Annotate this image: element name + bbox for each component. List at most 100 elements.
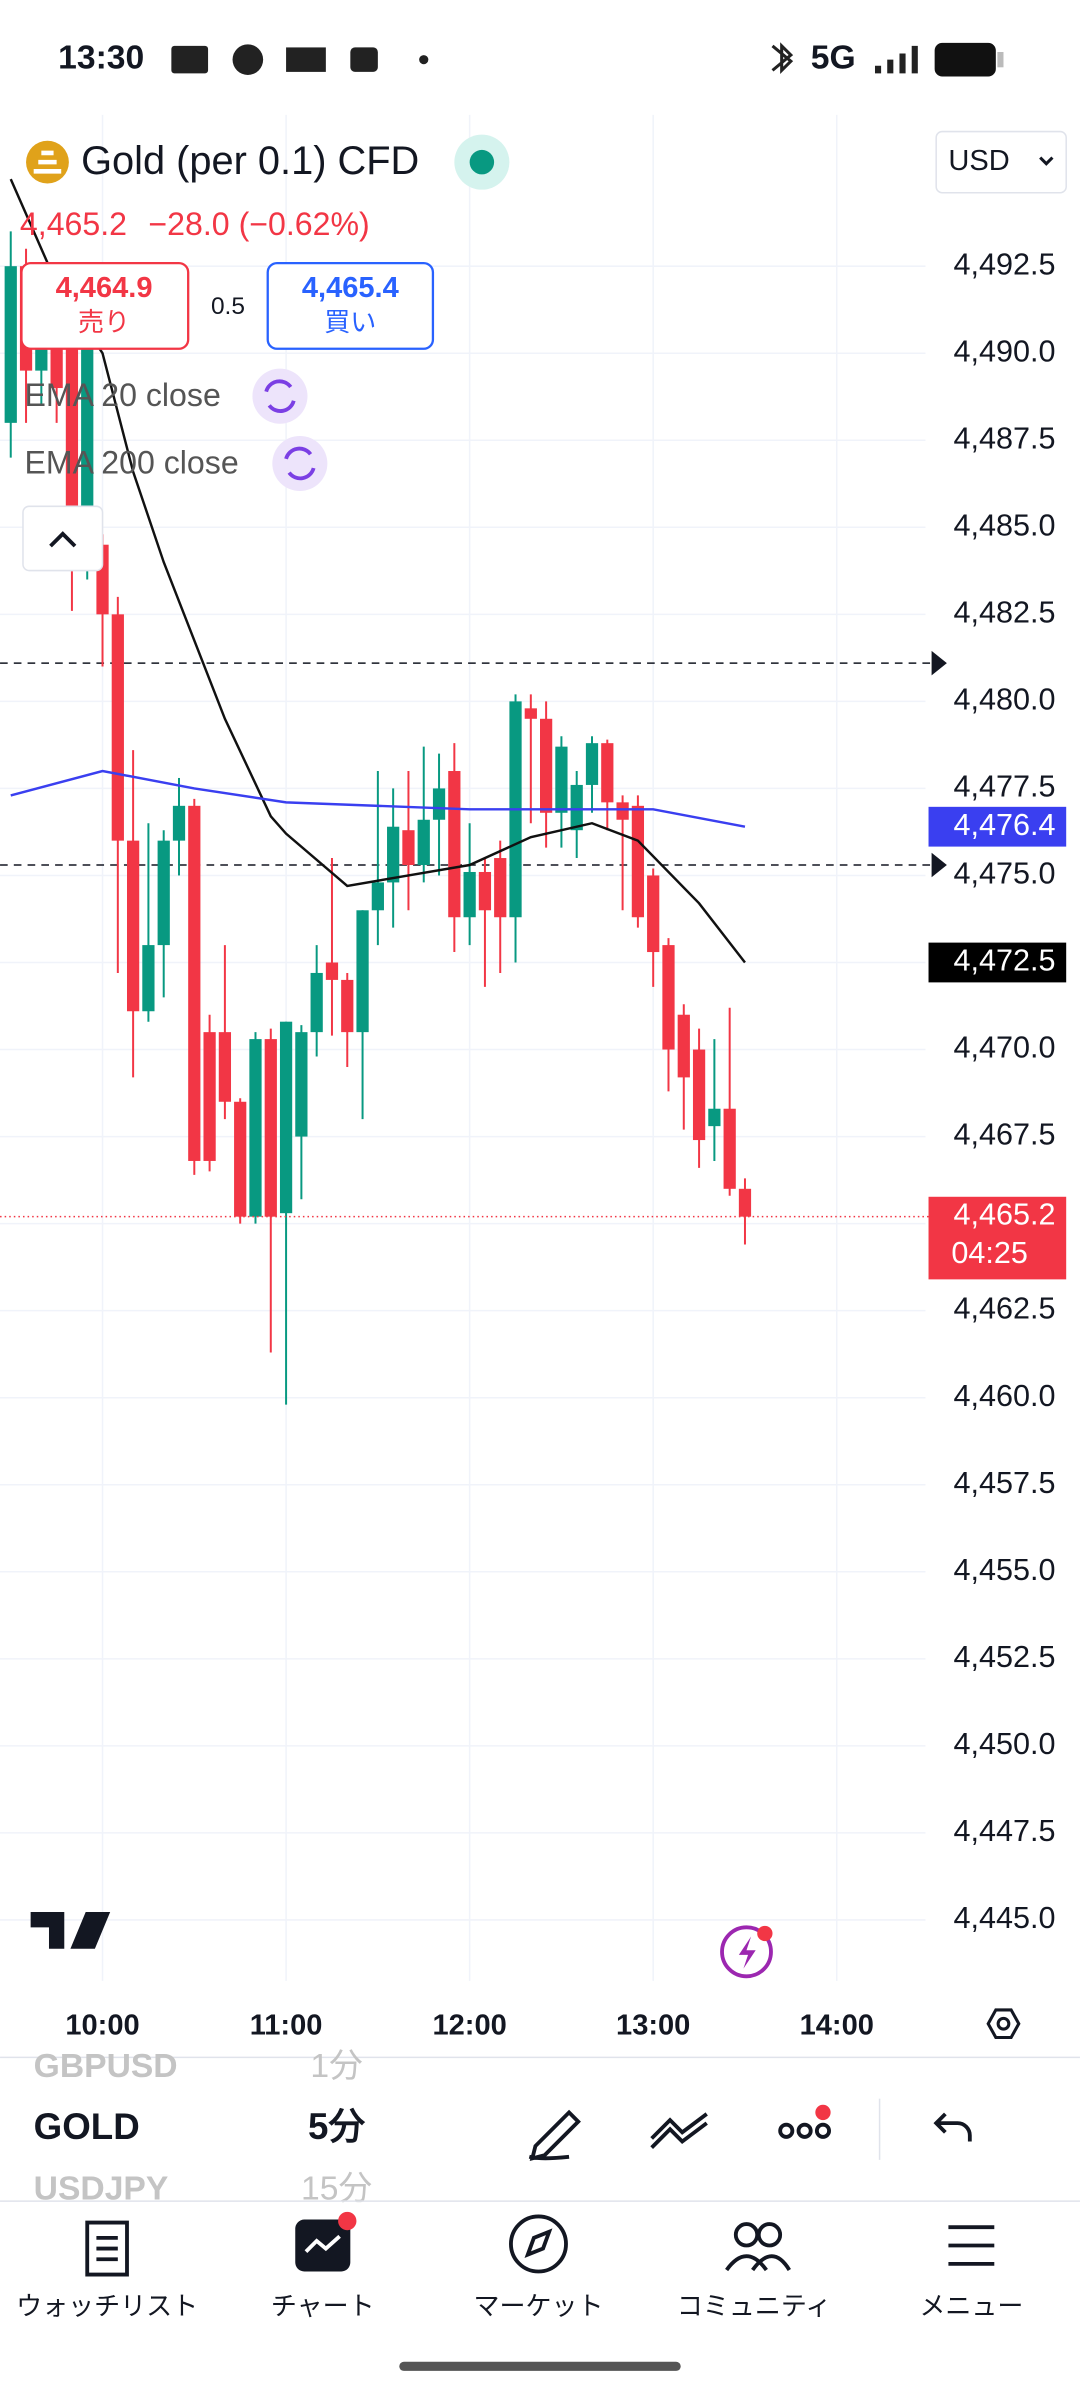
candle-body xyxy=(310,972,323,1033)
y-tick-label: 4,462.5 xyxy=(953,1292,1055,1326)
y-tick-label: 4,477.5 xyxy=(953,769,1055,803)
sell-button[interactable] xyxy=(20,261,190,350)
nav-label[interactable]: コミュニティ xyxy=(677,2291,831,2321)
buy-button[interactable] xyxy=(266,261,435,350)
interval-selected[interactable]: 5分 xyxy=(308,2106,365,2147)
price-change: −28.0 (−0.62%) xyxy=(148,206,369,242)
indicator-refresh[interactable] xyxy=(252,368,308,424)
candle-body xyxy=(432,788,446,820)
y-tick-label: 4,470.0 xyxy=(953,1031,1055,1065)
nav-label[interactable]: メニュー xyxy=(919,2291,1023,2321)
indicator-label[interactable]: EMA 200 close xyxy=(25,444,239,480)
gold-icon-bars xyxy=(33,150,62,174)
app-icon xyxy=(350,47,378,72)
draw-tool[interactable] xyxy=(528,2109,581,2161)
candle-body xyxy=(540,718,553,813)
candle-body xyxy=(478,871,492,911)
x-tick-label: 11:00 xyxy=(250,2009,323,2041)
candle-body xyxy=(616,802,629,820)
y-tick-label: 4,457.5 xyxy=(953,1466,1055,1500)
candle-body xyxy=(249,1039,262,1217)
trend-tool[interactable] xyxy=(650,2112,708,2149)
candle-body xyxy=(218,1032,232,1102)
sell-price[interactable]: 4,464.9 xyxy=(56,272,153,304)
network: 5G xyxy=(811,40,856,77)
candle-body xyxy=(203,1032,216,1161)
candle-body xyxy=(188,805,201,1161)
y-tick-label: 4,490.0 xyxy=(953,334,1055,368)
candle-body xyxy=(279,1021,293,1214)
candle-body xyxy=(677,1014,690,1078)
settings-button[interactable] xyxy=(986,2008,1021,2040)
notification-dot xyxy=(419,55,429,65)
chart-icon-line xyxy=(304,2234,341,2253)
indicator-label[interactable]: EMA 20 close xyxy=(25,377,221,413)
nav-label[interactable]: チャート xyxy=(271,2291,375,2321)
y-tick-label: 4,487.5 xyxy=(953,421,1055,455)
candle-body xyxy=(662,945,675,1050)
sell-label[interactable]: 売り xyxy=(78,307,130,337)
bluetooth-icon xyxy=(771,42,794,75)
y-tick-label: 4,455.0 xyxy=(953,1553,1055,1587)
collapse-button[interactable] xyxy=(22,505,104,572)
symbol-name[interactable]: Gold (per 0.1) CFD xyxy=(81,139,419,183)
candle-body xyxy=(172,805,186,841)
candle-body xyxy=(417,819,430,866)
currency-button[interactable] xyxy=(935,130,1067,194)
market-icon[interactable] xyxy=(509,2214,568,2274)
candle-body xyxy=(463,871,476,918)
lightning-icon xyxy=(738,1936,756,1969)
dropdown-icon xyxy=(1039,156,1054,166)
nav-label[interactable]: マーケット xyxy=(473,2291,603,2321)
price-tag-label: 4,472.5 xyxy=(953,944,1055,978)
app-icon xyxy=(232,44,264,75)
y-tick-label: 4,467.5 xyxy=(953,1118,1055,1152)
candle-body xyxy=(126,840,140,1012)
price-tag xyxy=(928,806,1067,847)
clock: 13:30 xyxy=(58,40,144,77)
candle-body xyxy=(65,318,79,563)
candle-body xyxy=(50,342,63,389)
y-tick-label: 4,492.5 xyxy=(953,247,1055,281)
signal-icon xyxy=(874,45,918,74)
buy-price[interactable]: 4,465.4 xyxy=(302,272,399,304)
candle-body xyxy=(631,805,645,918)
app-icon xyxy=(171,45,209,74)
community-icon[interactable] xyxy=(725,2222,791,2272)
x-tick-label: 10:00 xyxy=(65,2009,139,2041)
candle-body xyxy=(494,858,507,918)
y-tick-label: 4,445.0 xyxy=(953,1901,1055,1935)
settings-icon xyxy=(996,2016,1011,2031)
menu-icon[interactable] xyxy=(948,2225,995,2266)
compass-needle xyxy=(524,2228,553,2259)
badge xyxy=(815,2104,831,2121)
candle-body xyxy=(356,910,369,1033)
symbol-option[interactable]: GBPUSD xyxy=(34,2048,178,2085)
ema-line xyxy=(10,769,746,828)
nav-label[interactable]: ウォッチリスト xyxy=(16,2291,198,2321)
market-status-dot xyxy=(469,149,495,175)
interval-option[interactable]: 1分 xyxy=(310,2048,362,2085)
home-indicator xyxy=(399,2361,681,2371)
candle-body xyxy=(387,826,400,883)
candle-body xyxy=(723,1108,736,1189)
indicator-refresh[interactable] xyxy=(272,435,328,492)
undo-button[interactable] xyxy=(933,2112,972,2142)
chart-area: 4,445.0 4,447.5 4,450.0 4,452.5 4,455.0 4,457… xyxy=(0,114,1067,2041)
price-line-marker xyxy=(931,650,947,676)
symbol-selected[interactable]: GOLD xyxy=(34,2106,140,2147)
currency[interactable]: USD xyxy=(948,145,1009,177)
status-bar xyxy=(0,0,1080,115)
candle-body xyxy=(448,771,461,918)
collapse-icon xyxy=(49,531,77,548)
badge xyxy=(338,2211,357,2231)
candle-body xyxy=(81,318,94,563)
refresh-icon xyxy=(264,379,296,413)
buy-label[interactable]: 買い xyxy=(324,307,376,337)
lightning-button[interactable] xyxy=(720,1925,773,1979)
x-tick-label: 14:00 xyxy=(800,2009,874,2041)
watchlist-icon[interactable] xyxy=(85,2220,129,2277)
more-tools[interactable] xyxy=(778,2122,832,2139)
